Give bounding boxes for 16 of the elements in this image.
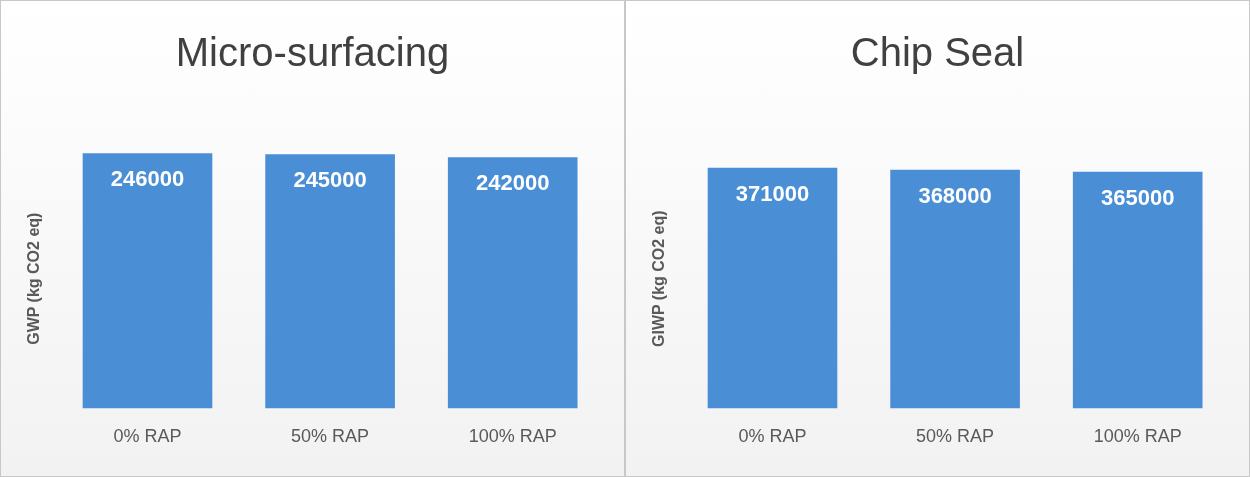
data-label: 368000 [918, 182, 992, 208]
x-tick-label: 100% RAP [468, 426, 557, 447]
x-tick-label: 50% RAP [291, 426, 370, 447]
chart-title: Chip Seal [850, 30, 1025, 75]
data-label: 365000 [1100, 184, 1175, 210]
y-axis-title: GWP (kg CO2 eq) [25, 212, 43, 345]
data-label: 245000 [293, 167, 367, 193]
x-tick-label: 100% RAP [1093, 426, 1182, 447]
chart-title: Micro-surfacing [175, 30, 450, 75]
y-axis-title: GIWP (kg CO2 eq) [650, 210, 668, 347]
x-tick-label: 50% RAP [916, 426, 995, 447]
data-label: 246000 [110, 166, 185, 192]
x-tick-label: 0% RAP [738, 426, 807, 447]
x-tick-label: 0% RAP [113, 426, 182, 447]
data-label: 242000 [475, 170, 550, 196]
data-label: 371000 [735, 180, 810, 206]
